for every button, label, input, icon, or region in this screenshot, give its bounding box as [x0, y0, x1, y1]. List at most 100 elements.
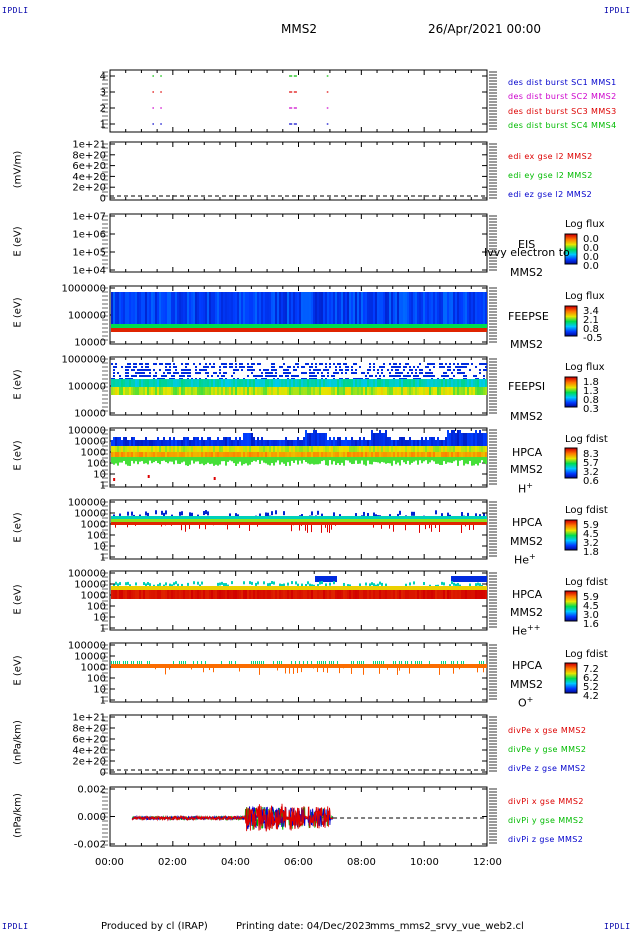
right-tick-ladder — [489, 501, 497, 557]
ytick-label: 1e+06 — [72, 230, 106, 241]
panel-eis: 1e+07 1e+06 1e+05 1e+04 — [72, 212, 497, 277]
ytick-label: 6e+20 — [72, 161, 106, 172]
ytick-label: 10000 — [74, 652, 106, 663]
instrument-hpca-o: HPCA — [512, 659, 543, 672]
legend-burst-sc1: des dist burst SC1 MMS1 — [508, 78, 617, 87]
colorbar-tick: 7.2 — [583, 664, 599, 675]
ylabel-divpi: (nPa/km) — [12, 793, 24, 838]
left-tick-ladder — [102, 71, 108, 129]
left-tick-ladder — [102, 358, 108, 412]
ytick-label: 100 — [87, 531, 106, 542]
panel-burst: 4 3 2 1 — [100, 69, 497, 133]
right-tick-ladder — [489, 429, 497, 485]
colorbar-tick: 5.7 — [583, 458, 599, 469]
colorbar-tick: 0.0 — [583, 234, 599, 245]
spectrogram-speck — [113, 478, 116, 481]
legend-edi-ez: edi ez gse l2 MMS2 — [508, 190, 593, 199]
corner-label-top-right: IPDLI — [604, 6, 630, 15]
spectrogram-hpca_he1 — [111, 510, 487, 533]
left-tick-ladder — [102, 572, 108, 630]
ylabel-hpca-o: E (eV) — [12, 655, 24, 686]
ytick-label: 10000 — [74, 580, 106, 591]
xtick-label: 10:00 — [410, 857, 439, 868]
ytick-label: 100000 — [68, 641, 106, 652]
colorbar-title-hpca-o: Log fdist — [565, 649, 608, 660]
left-tick-ladder — [102, 716, 108, 774]
ytick-label: 100 — [87, 459, 106, 470]
xtick-label: 00:00 — [95, 857, 124, 868]
ytick-label: 10000 — [74, 509, 106, 520]
ytick-label: 100000 — [68, 498, 106, 509]
spectrogram-speck — [147, 475, 150, 478]
right-tick-ladder — [489, 287, 497, 343]
colorbar-title-eis: Log flux — [565, 219, 605, 230]
instrument-hpca-h: HPCA — [512, 446, 543, 459]
colorbar-tick: 0.8 — [583, 324, 599, 335]
footer-produced: Produced by cl (IRAP) — [101, 921, 208, 932]
ylabel-feepsi: E (eV) — [12, 369, 24, 400]
page-title: MMS2 — [281, 22, 317, 36]
ytick-label: 2e+20 — [72, 183, 106, 194]
ytick-label: 2 — [100, 104, 106, 115]
ytick-label: 100 — [87, 674, 106, 685]
colorbar-tick: 5.9 — [583, 520, 599, 531]
legend-edi-ey: edi ey gse l2 MMS2 — [508, 171, 593, 180]
colorbar-tick: 4.5 — [583, 601, 599, 612]
ytick-label: 10000 — [74, 437, 106, 448]
right-tick-ladder — [489, 716, 497, 772]
ytick-label: 1000 — [81, 663, 106, 674]
colorbar-feepse — [564, 305, 578, 337]
xtick-label: 12:00 — [473, 857, 502, 868]
ylabel-divpe: (nPa/km) — [12, 720, 24, 765]
ylabel-eis: E (eV) — [12, 226, 24, 257]
right-tick-ladder — [489, 71, 497, 130]
left-tick-ladder — [102, 429, 108, 487]
ytick-label: 1000000 — [61, 355, 106, 366]
ylabel-hpca-he2: E (eV) — [12, 584, 24, 615]
legend-divpe-x: divPe x gse MMS2 — [508, 726, 587, 735]
colorbar-tick: 0.8 — [583, 395, 599, 406]
right-tick-ladder — [489, 215, 497, 271]
ytick-label: 1000 — [81, 520, 106, 531]
left-tick-ladder — [102, 788, 108, 846]
colorbar-tick: 6.2 — [583, 673, 599, 684]
sat-hpca-he2: MMS2 — [510, 606, 543, 619]
ytick-label: 8e+20 — [72, 724, 106, 735]
colorbar-hpca_he2 — [564, 590, 578, 622]
spectrogram-hpca_h — [111, 430, 487, 466]
colorbar-title-feepsi: Log flux — [565, 362, 605, 373]
colorbar-tick: 3.2 — [583, 538, 599, 549]
species-hpca-o: O+ — [518, 695, 534, 710]
left-tick-ladder — [102, 287, 108, 341]
legend-divpi-x: divPi x gse MMS2 — [508, 797, 584, 806]
ytick-label: 8e+20 — [72, 150, 106, 161]
spectrogram-feepsi — [111, 363, 487, 395]
ytick-label: 1e+07 — [72, 212, 106, 223]
instrument-hpca-he2: HPCA — [512, 588, 543, 601]
panel-frame — [109, 714, 488, 775]
right-tick-ladder — [489, 358, 497, 414]
colorbar-tick: 1.3 — [583, 386, 599, 397]
ytick-label: 100000 — [68, 426, 106, 437]
colorbar-tick: 2.1 — [583, 315, 599, 326]
corner-label-bottom-right: IPDLI — [604, 922, 630, 931]
colorbar-hpca_he1 — [564, 519, 578, 551]
legend-burst-sc4: des dist burst SC4 MMS4 — [508, 121, 617, 130]
colorbar-hpca_h — [564, 447, 578, 479]
colorbar-title-feepse: Log flux — [565, 291, 605, 302]
ytick-label: 1000 — [81, 591, 106, 602]
eis-overlay-text: Ivvy electron to — [484, 246, 570, 259]
ytick-label: 2e+20 — [72, 757, 106, 768]
colorbar-title-hpca-he2: Log fdist — [565, 577, 608, 588]
ytick-label: 10000 — [74, 409, 106, 420]
colorbar-feepsi — [564, 376, 578, 408]
xtick-label: 04:00 — [221, 857, 250, 868]
ytick-label: 4e+20 — [72, 746, 106, 757]
panel-frame — [109, 570, 488, 631]
ytick-label: 1e+05 — [72, 248, 106, 259]
ylabel-edi: (mV/m) — [12, 150, 24, 189]
date-label: 26/Apr/2021 00:00 — [428, 22, 542, 36]
